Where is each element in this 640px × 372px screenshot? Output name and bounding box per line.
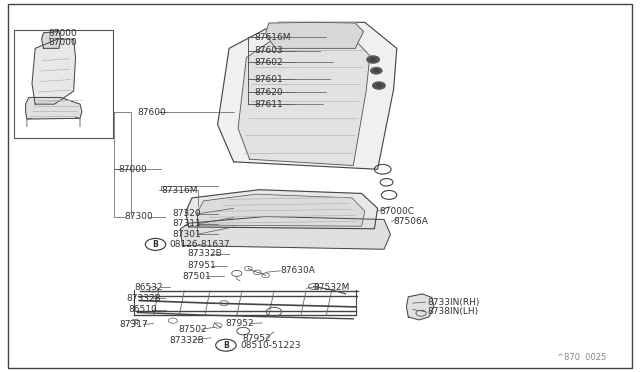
Polygon shape	[186, 190, 378, 229]
Text: 87317: 87317	[119, 320, 148, 329]
Text: 87611: 87611	[255, 100, 284, 109]
Text: 87316M: 87316M	[161, 186, 198, 195]
Text: 87000: 87000	[118, 165, 147, 174]
Polygon shape	[197, 194, 365, 226]
Polygon shape	[218, 22, 397, 169]
Polygon shape	[180, 217, 390, 249]
Text: B: B	[223, 341, 228, 350]
Polygon shape	[42, 32, 61, 48]
Text: 08510-51223: 08510-51223	[240, 341, 301, 350]
Text: 87332B: 87332B	[127, 294, 161, 303]
Circle shape	[372, 82, 385, 89]
Text: 87332B: 87332B	[187, 249, 221, 258]
Text: 87616M: 87616M	[255, 33, 291, 42]
Text: 87332B: 87332B	[169, 336, 204, 344]
Text: 87000: 87000	[48, 38, 77, 47]
Polygon shape	[238, 33, 370, 166]
Text: 87000C: 87000C	[379, 207, 414, 216]
Text: 8733IN(RH): 8733IN(RH)	[428, 298, 480, 307]
Circle shape	[371, 58, 376, 61]
Text: 87630A: 87630A	[280, 266, 315, 275]
Text: 08126-81637: 08126-81637	[170, 240, 230, 249]
Text: 87952: 87952	[225, 319, 254, 328]
Polygon shape	[266, 22, 364, 48]
Text: 87532M: 87532M	[314, 283, 350, 292]
Text: ^870  0025: ^870 0025	[557, 353, 606, 362]
Text: 87620: 87620	[255, 88, 284, 97]
Text: 86510: 86510	[128, 305, 157, 314]
Text: 87506A: 87506A	[393, 217, 428, 226]
Text: 86532: 86532	[134, 283, 163, 292]
Text: 87311: 87311	[173, 219, 202, 228]
Text: 87603: 87603	[255, 46, 284, 55]
Circle shape	[367, 56, 380, 63]
Text: 8738IN(LH): 8738IN(LH)	[428, 307, 479, 316]
Text: 87601: 87601	[255, 75, 284, 84]
Polygon shape	[406, 294, 434, 320]
Text: 87951: 87951	[187, 262, 216, 270]
Text: 87952: 87952	[242, 334, 271, 343]
Text: 87602: 87602	[255, 58, 284, 67]
Bar	[14, 30, 113, 138]
Text: B: B	[153, 240, 158, 249]
Text: 87501: 87501	[182, 272, 211, 280]
Text: 87000: 87000	[49, 29, 77, 38]
Circle shape	[376, 84, 381, 87]
Text: 87301: 87301	[173, 230, 202, 239]
Circle shape	[371, 67, 382, 74]
Polygon shape	[32, 39, 76, 104]
Polygon shape	[26, 97, 82, 119]
Circle shape	[374, 69, 379, 72]
Text: 87300: 87300	[125, 212, 154, 221]
Text: 87502: 87502	[178, 325, 207, 334]
Text: 87320: 87320	[173, 209, 202, 218]
Text: 87600: 87600	[138, 108, 166, 117]
